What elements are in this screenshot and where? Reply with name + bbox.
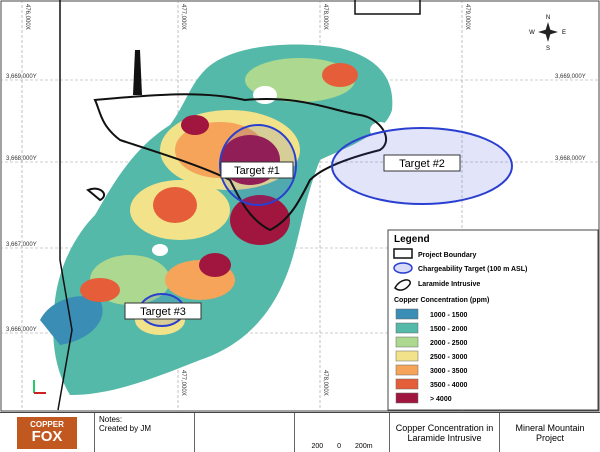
legend-class-label: 1500 - 2000 — [430, 326, 467, 333]
title-block: COPPER FOX Notes: Created by JM 200 0 200… — [0, 412, 600, 452]
grid-label: 477,000X — [180, 4, 186, 30]
title-cell: Copper Concentration in Laramide Intrusi… — [390, 413, 500, 452]
map: Target #1 Target #2 Target #3 476,000X 4… — [0, 0, 600, 412]
legend-class-label: 3000 - 3500 — [430, 368, 467, 375]
grid-label: 479,000X — [464, 4, 470, 30]
legend-class-label: 3500 - 4000 — [430, 382, 467, 389]
grid-label: 478,000X — [322, 370, 328, 396]
legend-class-label: 1000 - 1500 — [430, 312, 467, 319]
legend-swatch — [395, 308, 419, 320]
logo: COPPER FOX — [17, 416, 77, 449]
grid-label: 3,669,000Y — [555, 74, 586, 80]
legend-item: Chargeability Target (100 m ASL) — [418, 266, 527, 273]
map-title: Copper Concentration in Laramide Intrusi… — [395, 422, 494, 443]
info-cell — [195, 413, 295, 452]
project-name: Mineral Mountain Project — [515, 422, 585, 443]
compass-n: N — [546, 15, 550, 21]
legend-swatch — [395, 392, 419, 404]
grid-label: 3,668,000Y — [6, 156, 37, 162]
legend-swatch — [395, 378, 419, 390]
grid-label: 476,000X — [24, 4, 30, 30]
grid-label: 478,000X — [322, 4, 328, 30]
laramide-intrusive — [93, 93, 387, 232]
logo-cell: COPPER FOX — [0, 413, 95, 452]
compass-w: W — [529, 30, 535, 36]
axes-icon — [33, 380, 46, 394]
legend-item: Project Boundary — [418, 252, 476, 259]
scale-bar: 200 0 200m — [311, 443, 372, 450]
grid-label: 3,666,000Y — [6, 327, 37, 333]
scale-label: 200m — [355, 443, 373, 450]
notes-cell: Notes: Created by JM — [95, 413, 195, 452]
grid-label: 3,668,000Y — [555, 156, 586, 162]
legend-swatch — [395, 364, 419, 376]
compass: N S E W — [529, 15, 566, 52]
legend-swatch — [395, 322, 419, 334]
legend-class-label: > 4000 — [430, 396, 452, 403]
legend-symbol — [393, 262, 413, 274]
legend-title: Legend — [394, 234, 430, 245]
legend-subtitle: Copper Concentration (ppm) — [394, 297, 489, 304]
project-boundary — [57, 0, 421, 411]
scale-label: 0 — [337, 443, 342, 450]
scale-cell: 200 0 200m — [295, 413, 390, 452]
project-cell: Mineral Mountain Project — [500, 413, 600, 452]
grid-label: 3,669,000Y — [6, 74, 37, 80]
grid-label: 3,667,000Y — [6, 242, 37, 248]
compass-e: E — [562, 30, 566, 36]
notes-label: Notes: — [99, 415, 123, 424]
logo-bottom: FOX — [31, 428, 63, 445]
scale-label: 200 — [311, 443, 324, 450]
target-label: Target #1 — [234, 165, 280, 177]
grid-label: 477,000X — [180, 370, 186, 396]
legend-class-label: 2500 - 3000 — [430, 354, 467, 361]
legend-symbol — [394, 279, 411, 291]
legend-item: Laramide Intrusive — [418, 281, 480, 288]
intrusive-body — [86, 187, 106, 202]
intrusive-dike — [133, 50, 142, 95]
logo-top: COPPER — [30, 420, 64, 429]
compass-s: S — [546, 46, 550, 52]
legend: Legend Project Boundary Chargeability Ta… — [387, 229, 599, 411]
legend-swatch — [395, 350, 419, 362]
copper-heatmap — [40, 44, 393, 395]
legend-symbol — [393, 248, 413, 259]
notes: Created by JM — [99, 424, 152, 433]
target-labels: Target #1 Target #2 Target #3 — [124, 154, 461, 320]
legend-swatch — [395, 336, 419, 348]
target-label: Target #3 — [140, 306, 186, 318]
legend-class-label: 2000 - 2500 — [430, 340, 467, 347]
target-label: Target #2 — [399, 158, 445, 170]
